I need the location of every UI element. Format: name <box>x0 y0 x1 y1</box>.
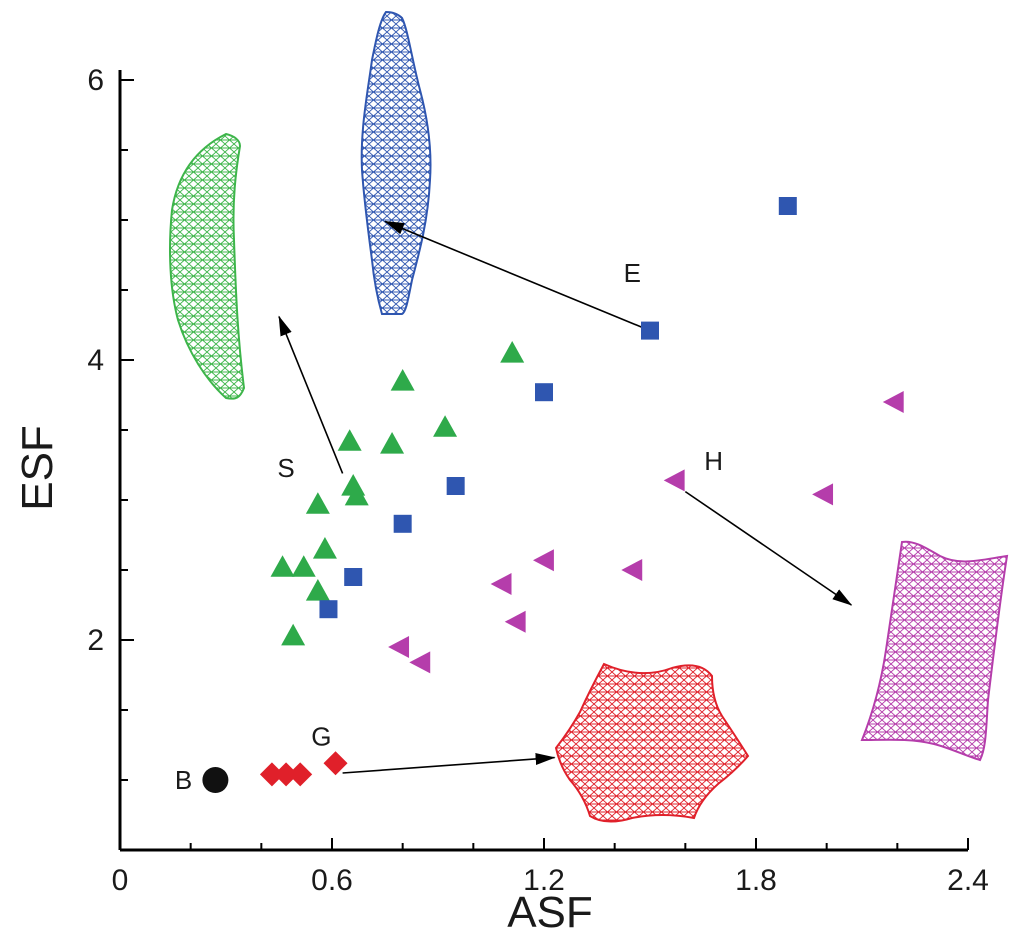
shape-illustrations <box>169 10 1009 823</box>
data-point-s <box>337 429 362 451</box>
y-tick-label: 2 <box>87 624 104 657</box>
data-point-s <box>305 492 330 514</box>
y-tick-label: 4 <box>87 344 104 377</box>
data-point-s <box>291 555 316 577</box>
x-axis-title: ASF <box>507 888 593 931</box>
y-tick-label: 6 <box>87 64 104 97</box>
data-point-g <box>274 762 299 787</box>
data-point-e <box>319 600 338 619</box>
data-point-h <box>504 610 526 633</box>
data-point-h <box>812 483 834 506</box>
data-point-s <box>344 483 369 506</box>
annotation-arrow <box>384 220 651 332</box>
x-ticks: 0 0.6 1.2 1.8 2.4 <box>112 838 989 897</box>
x-tick-label: 0 <box>112 864 129 897</box>
annotation-arrow <box>278 315 344 474</box>
data-point-g <box>259 762 284 787</box>
data-point-h <box>621 559 643 581</box>
arrows <box>278 220 853 774</box>
data-point-h <box>490 573 512 595</box>
data-point-s <box>390 369 415 391</box>
y-axis-title: ESF <box>13 425 62 511</box>
group-labels: B G S E H <box>175 258 723 795</box>
x-tick-label: 2.4 <box>947 864 989 897</box>
data-point-s <box>500 341 525 363</box>
group-label-h: H <box>704 446 723 476</box>
data-point-s <box>380 432 405 454</box>
axes: 0 0.6 1.2 1.8 2.4 2 4 6 ASF ESF <box>13 64 989 931</box>
data-point-h <box>663 469 685 492</box>
data-point-h <box>388 636 410 658</box>
data-point-e <box>778 197 797 215</box>
data-point-h <box>533 549 554 572</box>
blue-spindle-shape <box>360 10 432 315</box>
green-crescent-shape <box>169 132 246 400</box>
annotation-arrow <box>342 752 556 774</box>
data-point-s <box>270 555 295 577</box>
group-label-g: G <box>311 722 331 752</box>
x-tick-label: 0.6 <box>311 864 353 897</box>
data-point-g <box>323 751 348 776</box>
data-point-e <box>393 514 412 533</box>
group-label-b: B <box>175 765 192 795</box>
data-point-h <box>882 391 904 413</box>
data-point-h <box>409 651 431 674</box>
data-point-e <box>535 383 553 402</box>
group-label-s: S <box>277 453 294 483</box>
x-tick-label: 1.2 <box>523 864 565 897</box>
data-point-s <box>281 623 306 646</box>
data-point-b <box>202 767 229 793</box>
group-label-e: E <box>624 258 641 288</box>
data-point-s <box>433 415 458 437</box>
data-point-s <box>312 537 337 559</box>
red-star-shape <box>554 662 750 823</box>
data-point-s <box>305 579 330 601</box>
y-ticks: 2 4 6 <box>87 64 134 781</box>
magenta-concave-shape <box>860 540 1009 762</box>
data-point-e <box>641 321 659 340</box>
annotation-arrow <box>684 490 853 606</box>
x-tick-label: 1.8 <box>735 864 777 897</box>
data-point-e <box>446 477 465 495</box>
data-point-g <box>288 762 313 787</box>
data-point-e <box>344 568 363 586</box>
data-markers <box>202 197 904 793</box>
